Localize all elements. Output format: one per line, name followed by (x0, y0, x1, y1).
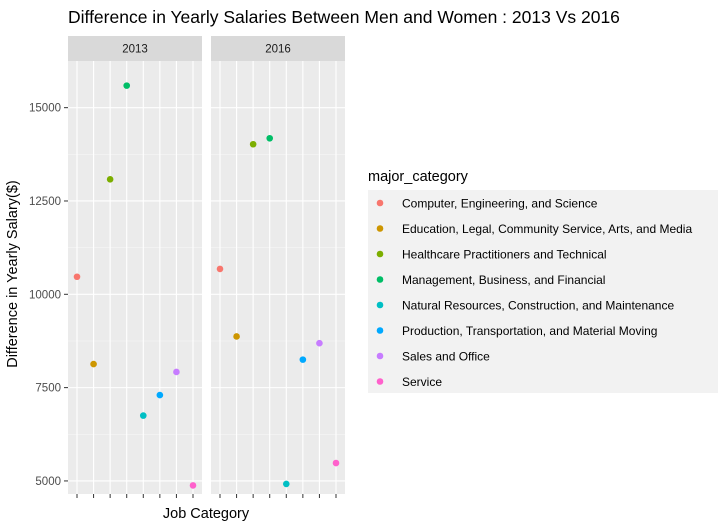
data-point (156, 391, 164, 399)
legend-label: Production, Transportation, and Material… (402, 324, 657, 338)
legend-key (376, 225, 384, 232)
y-tick-label: 5000 (35, 476, 61, 488)
strip-label-2013: 2013 (122, 44, 148, 56)
strip-2013 (68, 36, 202, 61)
x-axis-title: Job Category (163, 506, 250, 522)
strip-label-2016: 2016 (265, 44, 291, 56)
data-point (332, 459, 340, 467)
panel-background (68, 61, 202, 494)
panel-background (211, 61, 345, 494)
legend-label: Natural Resources, Construction, and Mai… (402, 299, 674, 313)
data-point (299, 356, 307, 363)
legend-key (376, 199, 384, 207)
data-point (189, 482, 197, 489)
y-axis-title: Difference in Yearly Salary($) (5, 180, 21, 368)
legend-label: Service (402, 375, 442, 389)
panel-2013: 2013 (68, 36, 202, 498)
data-point (139, 412, 147, 419)
data-point (90, 360, 97, 368)
y-tick-label: 7500 (35, 383, 61, 395)
data-point (249, 140, 257, 148)
y-tick-label: 12500 (29, 196, 61, 208)
legend-label: Management, Business, and Financial (402, 273, 605, 287)
legend-key (376, 250, 384, 258)
y-tick-label: 10000 (29, 289, 61, 301)
data-point (266, 134, 274, 142)
legend-label: Education, Legal, Community Service, Art… (402, 222, 692, 236)
data-point (106, 176, 114, 183)
chart-title: Difference in Yearly Salaries Between Me… (68, 7, 620, 27)
legend-key (376, 327, 384, 334)
legend-label: Computer, Engineering, and Science (402, 197, 598, 211)
data-point (282, 480, 290, 488)
panel-2016: 2016 (211, 36, 345, 498)
data-point (216, 265, 224, 273)
legend-title: major_category (368, 169, 469, 185)
legend-label: Healthcare Practitioners and Technical (402, 248, 607, 262)
legend-key-background (368, 190, 718, 393)
legend-label: Sales and Office (402, 350, 490, 364)
data-point (233, 333, 240, 340)
data-point (73, 273, 81, 281)
data-point (173, 368, 180, 376)
legend-key (376, 276, 384, 283)
data-point (123, 82, 131, 89)
legend: major_category Computer, Engineering, an… (368, 169, 718, 393)
facet-panels: 2013 2016 (68, 36, 345, 498)
legend-key (376, 301, 384, 309)
legend-key (376, 378, 384, 385)
legend-key (376, 352, 384, 360)
y-tick-label: 15000 (29, 103, 61, 115)
data-point (316, 339, 323, 347)
strip-2016 (211, 36, 345, 61)
y-axis: 5000 7500 10000 12500 15000 (29, 103, 68, 488)
